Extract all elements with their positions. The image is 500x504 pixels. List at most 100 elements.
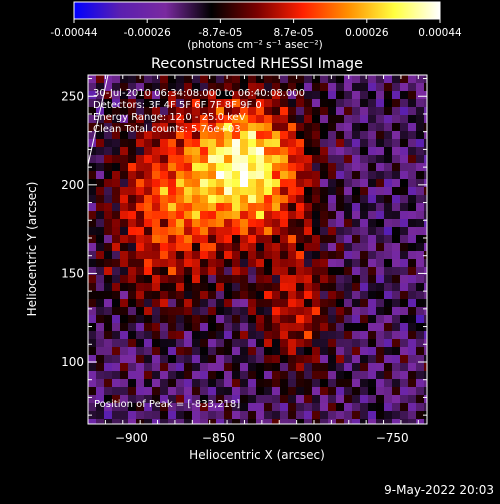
heatmap-cell — [272, 187, 281, 196]
heatmap-cell — [368, 331, 377, 340]
heatmap-cell — [288, 195, 297, 204]
heatmap-cell — [112, 323, 121, 332]
heatmap-cell — [352, 395, 361, 404]
heatmap-cell — [384, 307, 393, 316]
heatmap-cell — [264, 379, 273, 388]
heatmap-cell — [352, 107, 361, 116]
heatmap-cell — [264, 147, 273, 156]
heatmap-cell — [320, 307, 329, 316]
heatmap-cell — [128, 251, 137, 260]
heatmap-cell — [376, 163, 385, 172]
heatmap-cell — [416, 363, 425, 372]
heatmap-cell — [120, 347, 129, 356]
heatmap-cell — [152, 315, 161, 324]
heatmap-cell — [360, 331, 369, 340]
heatmap-cell — [384, 371, 393, 380]
heatmap-cell — [264, 163, 273, 172]
heatmap-cell — [328, 163, 337, 172]
heatmap-cell — [296, 195, 305, 204]
heatmap-cell — [120, 107, 129, 116]
heatmap-cell — [200, 307, 209, 316]
heatmap-cell — [328, 299, 337, 308]
heatmap-cell — [112, 99, 121, 108]
heatmap-cell — [264, 299, 273, 308]
heatmap-cell — [408, 267, 417, 276]
heatmap-cell — [384, 243, 393, 252]
heatmap-cell — [120, 387, 129, 396]
heatmap-cell — [176, 267, 185, 276]
heatmap-cell — [320, 419, 329, 424]
heatmap-cell — [344, 155, 353, 164]
heatmap-cell — [96, 267, 105, 276]
heatmap-cell — [408, 243, 417, 252]
heatmap-cell — [152, 243, 161, 252]
heatmap-cell — [400, 299, 409, 308]
heatmap-cell — [392, 347, 401, 356]
heatmap-cell — [208, 99, 217, 108]
heatmap-cell — [264, 187, 273, 196]
heatmap-cell — [144, 363, 153, 372]
heatmap-cell — [272, 243, 281, 252]
heatmap-cell — [200, 363, 209, 372]
heatmap-cell — [216, 283, 225, 292]
heatmap-cell — [200, 403, 209, 412]
heatmap-cell — [200, 355, 209, 364]
heatmap-cell — [376, 115, 385, 124]
heatmap-cell — [232, 171, 241, 180]
heatmap-cell — [288, 83, 297, 92]
heatmap-cell — [280, 275, 289, 284]
heatmap-cell — [296, 171, 305, 180]
heatmap-cell — [152, 387, 161, 396]
heatmap-cell — [216, 219, 225, 228]
heatmap-cell — [160, 379, 169, 388]
heatmap-cell — [320, 123, 329, 132]
heatmap-cell — [368, 299, 377, 308]
heatmap-cell — [160, 267, 169, 276]
heatmap-cell — [128, 195, 137, 204]
heatmap-cell — [200, 315, 209, 324]
heatmap-cell — [360, 131, 369, 140]
heatmap-cell — [248, 371, 257, 380]
heatmap-cell — [216, 227, 225, 236]
heatmap-cell — [256, 403, 265, 412]
heatmap-cell — [136, 403, 145, 412]
heatmap-cell — [144, 339, 153, 348]
heatmap-cell — [120, 411, 129, 420]
heatmap-cell — [248, 155, 257, 164]
heatmap-cell — [96, 115, 105, 124]
heatmap-cell — [264, 363, 273, 372]
heatmap-cell — [296, 219, 305, 228]
heatmap-cell — [256, 411, 265, 420]
heatmap-cell — [184, 291, 193, 300]
heatmap-cell — [88, 403, 97, 412]
heatmap-cell — [400, 195, 409, 204]
heatmap-cell — [216, 203, 225, 212]
heatmap-cell — [352, 387, 361, 396]
heatmap-cell — [200, 347, 209, 356]
heatmap-cell — [360, 243, 369, 252]
heatmap-cell — [312, 107, 321, 116]
heatmap-cell — [168, 219, 177, 228]
heatmap-cell — [376, 187, 385, 196]
heatmap-cell — [184, 251, 193, 260]
heatmap-cell — [256, 275, 265, 284]
heatmap-cell — [200, 387, 209, 396]
heatmap-cell — [200, 75, 209, 84]
heatmap-cell — [408, 211, 417, 220]
heatmap-cell — [288, 275, 297, 284]
heatmap-cell — [120, 275, 129, 284]
heatmap-cell — [288, 411, 297, 420]
heatmap-cell — [296, 91, 305, 100]
heatmap-cell — [184, 131, 193, 140]
heatmap-cell — [312, 171, 321, 180]
heatmap-cell — [400, 331, 409, 340]
heatmap-cell — [416, 219, 425, 228]
heatmap-cell — [408, 179, 417, 188]
heatmap-cell — [88, 179, 97, 188]
heatmap-cell — [280, 187, 289, 196]
heatmap-cell — [168, 403, 177, 412]
heatmap-cell — [272, 419, 281, 424]
heatmap-cell — [192, 187, 201, 196]
heatmap-cell — [344, 75, 353, 84]
heatmap-cell — [368, 123, 377, 132]
